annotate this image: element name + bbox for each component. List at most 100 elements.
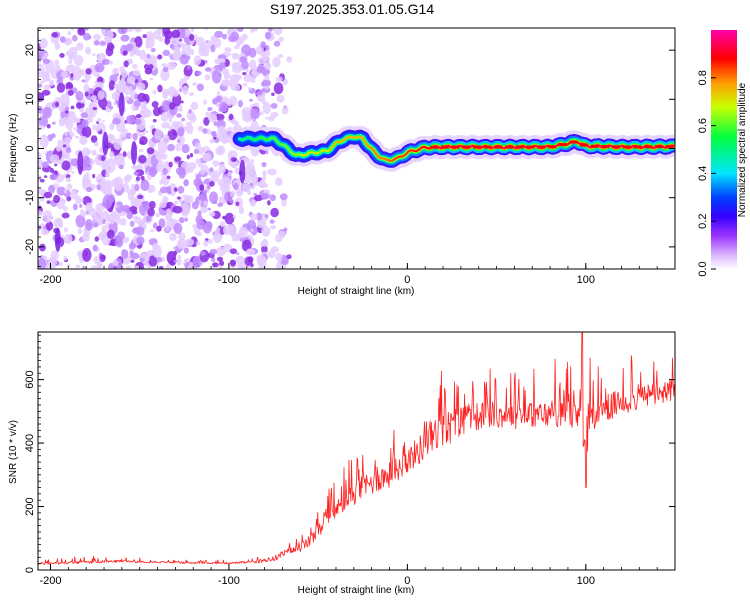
noise-blob xyxy=(93,141,99,147)
noise-blob xyxy=(82,155,91,167)
ridge-dash xyxy=(580,143,588,147)
noise-blob xyxy=(209,138,215,144)
y-tick-label: -20 xyxy=(24,239,36,255)
noise-blob xyxy=(185,238,195,246)
noise-blob xyxy=(152,119,157,123)
noise-blob xyxy=(231,52,240,60)
noise-blob xyxy=(136,236,145,245)
noise-blob xyxy=(43,191,53,199)
noise-blob xyxy=(115,213,121,218)
noise-blob xyxy=(197,125,204,132)
noise-blob xyxy=(249,98,253,102)
noise-streak xyxy=(239,159,246,184)
noise-blob xyxy=(257,63,264,72)
noise-blob xyxy=(148,200,156,209)
noise-blob xyxy=(70,188,78,200)
noise-blob xyxy=(128,242,137,250)
noise-blob xyxy=(43,52,49,57)
noise-blob xyxy=(84,28,89,31)
noise-blob xyxy=(135,176,140,182)
noise-blob xyxy=(113,67,119,74)
noise-blob xyxy=(259,240,269,247)
ridge-dash xyxy=(644,145,653,149)
noise-blob xyxy=(142,200,151,210)
ridge-dash xyxy=(665,145,674,149)
noise-blob xyxy=(105,158,116,173)
noise-blob xyxy=(222,224,232,236)
noise-blob xyxy=(192,224,197,229)
noise-blob xyxy=(41,71,50,79)
noise-blob xyxy=(186,265,197,269)
noise-blob xyxy=(151,101,159,108)
noise-blob xyxy=(55,217,63,225)
noise-blob xyxy=(117,28,128,35)
ridge-dash xyxy=(601,145,610,149)
noise-blob xyxy=(234,28,238,33)
noise-blob xyxy=(50,250,59,260)
noise-blob xyxy=(68,58,73,65)
noise-blob xyxy=(213,121,218,126)
noise-blob xyxy=(242,71,247,76)
noise-blob xyxy=(212,98,218,105)
noise-blob xyxy=(181,50,186,55)
noise-blob xyxy=(112,117,121,125)
ridge-dash xyxy=(451,145,460,149)
noise-blob xyxy=(75,214,86,228)
noise-blob xyxy=(47,257,58,267)
x-tick-label: -100 xyxy=(218,575,240,587)
noise-blob xyxy=(173,250,178,256)
figure-title: S197.2025.353.01.05.G14 xyxy=(270,1,434,17)
noise-blob xyxy=(59,36,66,43)
noise-blob xyxy=(261,91,267,96)
noise-blob xyxy=(230,157,237,162)
noise-blob xyxy=(188,92,195,96)
noise-blob xyxy=(120,34,130,42)
noise-blob xyxy=(275,76,283,83)
noise-blob xyxy=(85,68,92,75)
noise-blob xyxy=(173,259,178,263)
noise-blob xyxy=(260,41,266,49)
noise-blob xyxy=(212,231,222,244)
noise-blob xyxy=(158,266,164,269)
noise-blob xyxy=(65,147,72,154)
noise-blob xyxy=(162,66,169,73)
noise-blob xyxy=(278,36,284,42)
noise-blob xyxy=(195,70,202,76)
noise-blob xyxy=(246,219,257,233)
colorbar-gradient xyxy=(711,30,737,269)
noise-blob xyxy=(38,201,41,205)
noise-blob xyxy=(146,157,151,164)
noise-blob xyxy=(178,167,186,179)
noise-blob xyxy=(90,94,97,101)
noise-streak xyxy=(77,150,84,175)
noise-blob xyxy=(66,83,74,89)
noise-blob xyxy=(218,73,222,78)
x-tick-label: -200 xyxy=(39,575,61,587)
noise-blob xyxy=(64,233,73,245)
noise-blob xyxy=(125,28,135,32)
noise-blob xyxy=(281,198,287,207)
noise-blob xyxy=(178,232,186,241)
noise-blob xyxy=(93,33,102,41)
noise-blob xyxy=(65,177,72,183)
noise-blob xyxy=(107,193,115,203)
noise-blob xyxy=(121,249,129,259)
snr-x-label: Height of straight line (km) xyxy=(298,585,415,596)
noise-blob xyxy=(180,202,190,217)
noise-blob xyxy=(101,120,105,123)
noise-blob xyxy=(152,222,158,229)
noise-blob xyxy=(125,265,132,269)
noise-blob xyxy=(207,107,213,112)
noise-blob xyxy=(64,136,72,143)
noise-blob xyxy=(77,28,86,36)
snr-y-label: SNR (10 * v/v) xyxy=(8,420,19,484)
noise-blob xyxy=(142,108,152,118)
noise-blob xyxy=(271,92,275,97)
snr-series-line xyxy=(38,332,675,565)
noise-blob xyxy=(204,67,212,72)
noise-blob xyxy=(189,153,194,158)
noise-blob xyxy=(196,83,204,92)
noise-blob xyxy=(231,62,238,68)
noise-blob xyxy=(38,60,42,64)
